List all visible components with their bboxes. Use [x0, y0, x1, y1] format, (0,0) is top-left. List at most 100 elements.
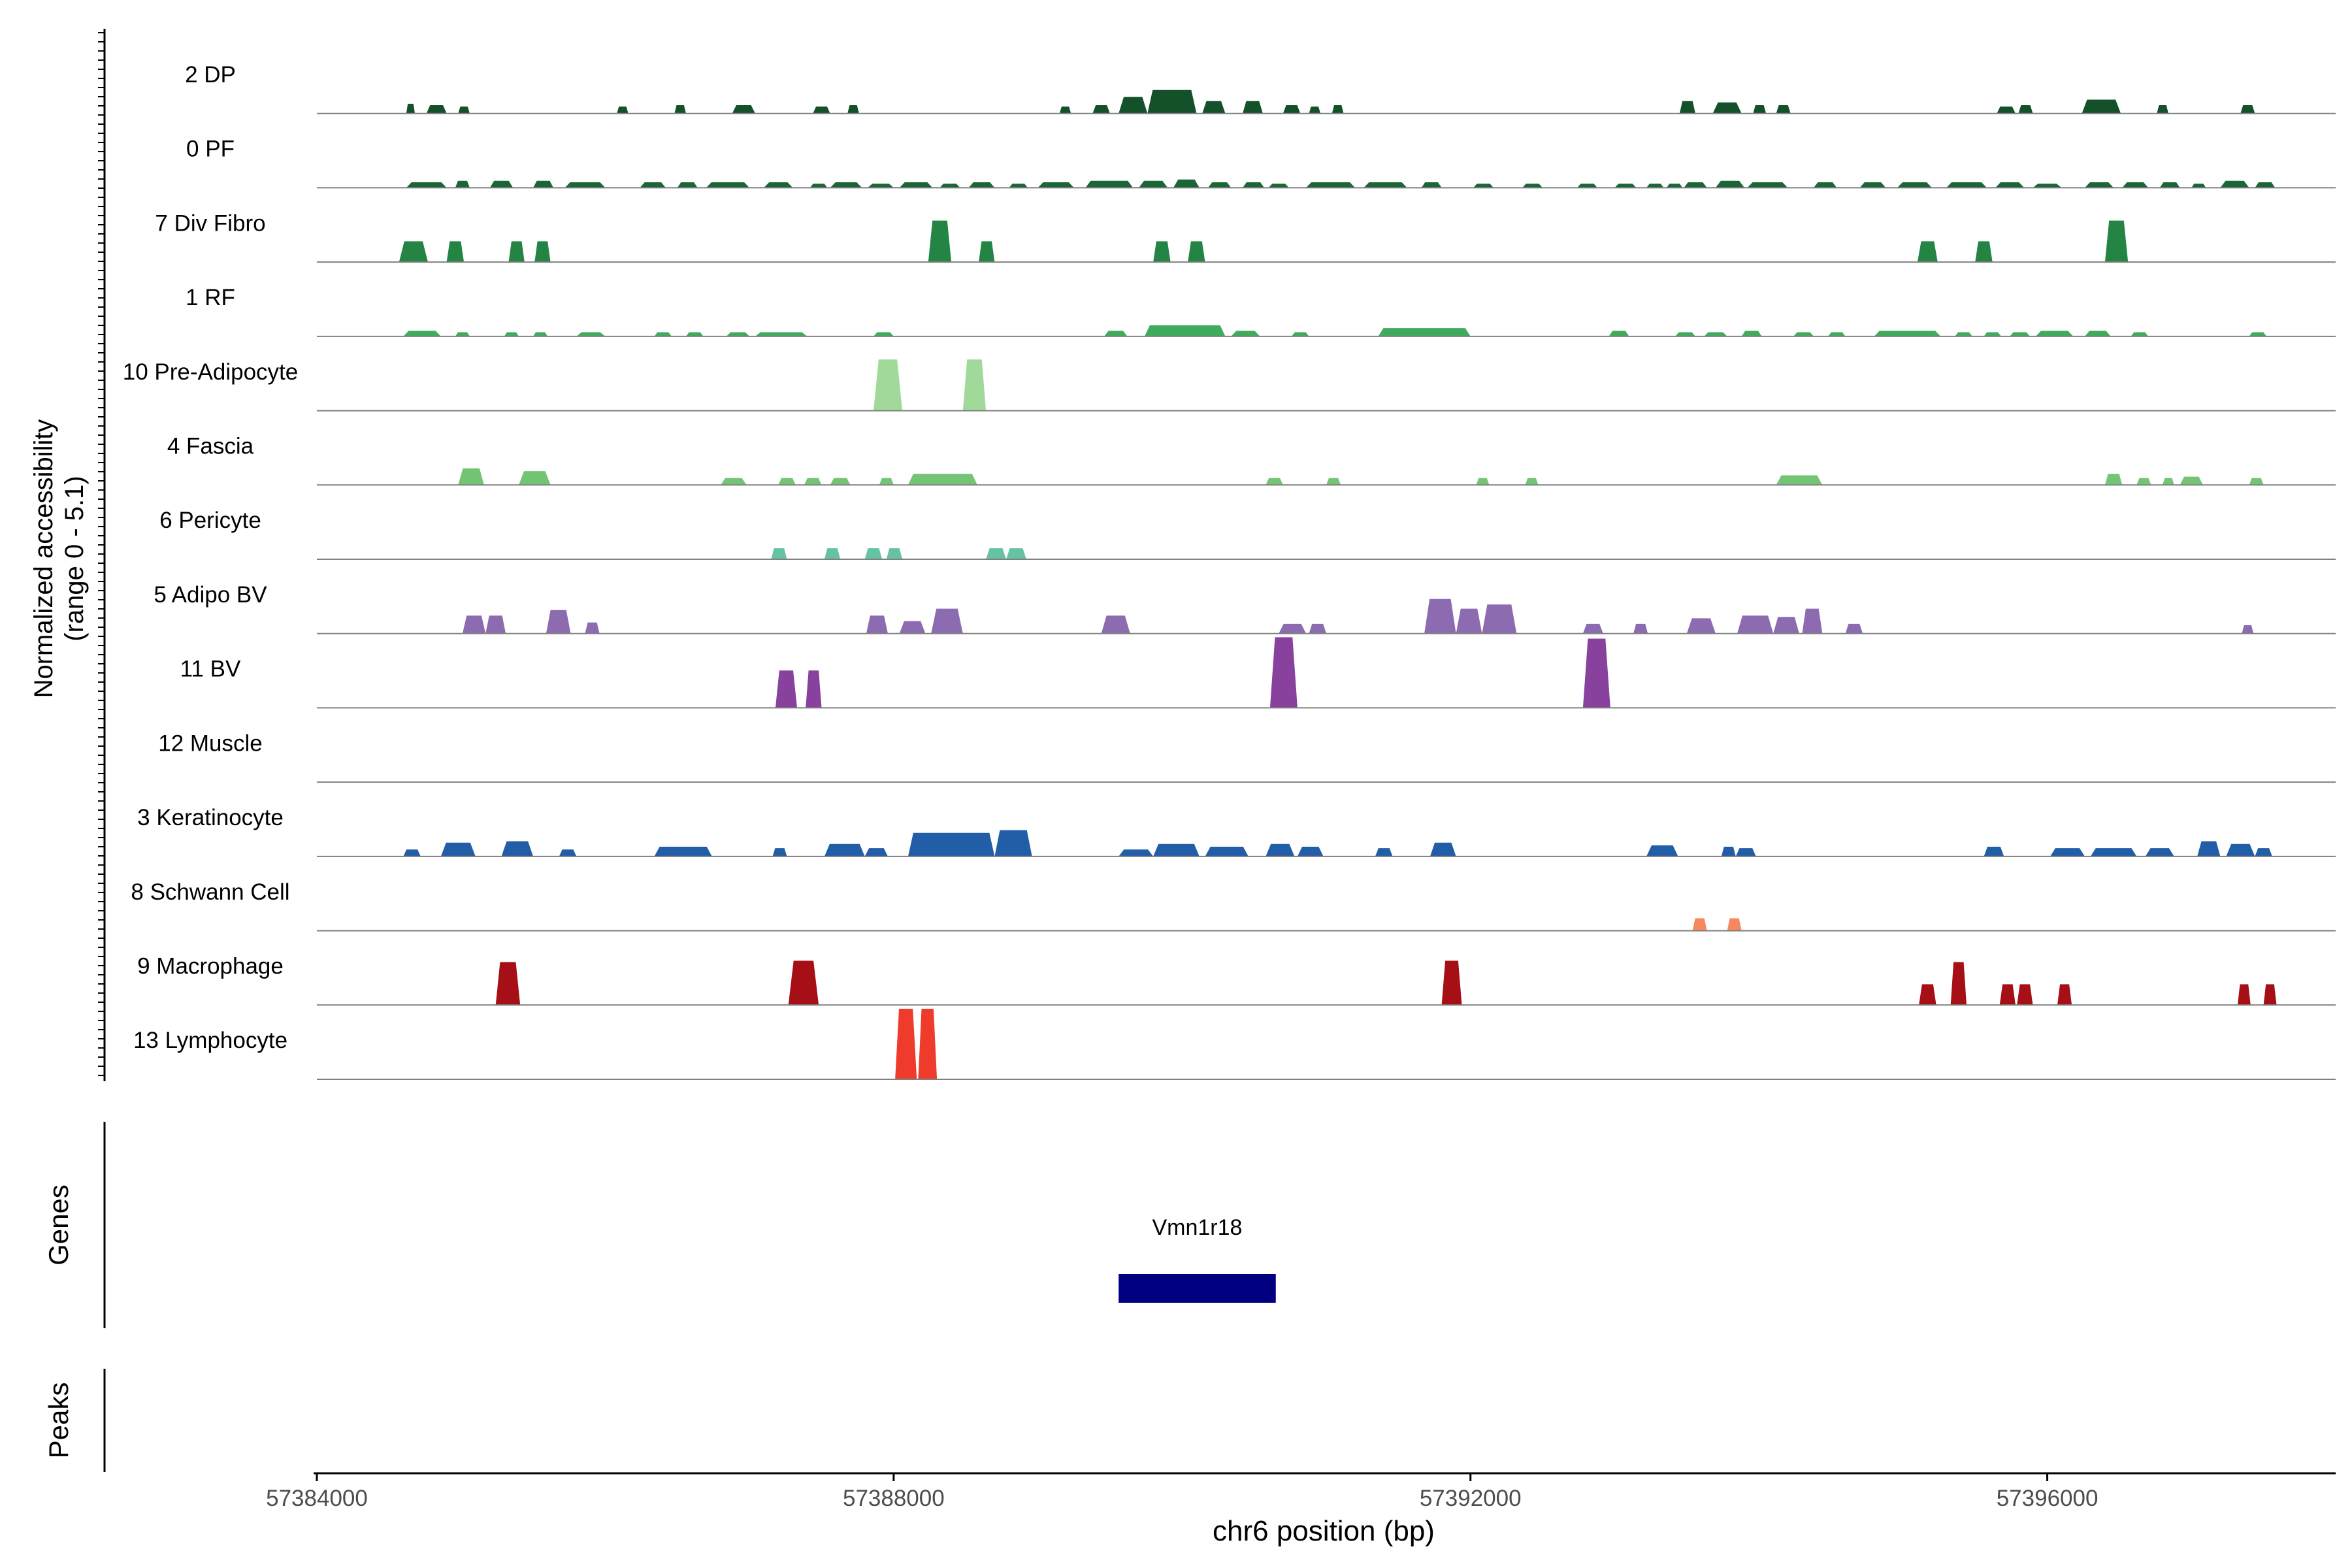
y-axis-label: Normalized accessibility — [29, 419, 58, 698]
accessibility-peak — [2263, 984, 2277, 1005]
track: 10 Pre-Adipocyte — [123, 359, 2336, 412]
accessibility-peak — [2255, 848, 2272, 857]
accessibility-peak — [2226, 843, 2255, 857]
accessibility-peak — [994, 830, 1032, 857]
accessibility-peak — [504, 332, 519, 336]
track: 13 Lymphocyte — [133, 1009, 2336, 1080]
track-label: 8 Schwann Cell — [131, 879, 289, 905]
accessibility-peak — [847, 105, 859, 114]
accessibility-peak — [813, 106, 830, 114]
accessibility-peak — [1231, 331, 1260, 336]
accessibility-peak — [2242, 625, 2254, 634]
accessibility-peak — [1441, 960, 1462, 1005]
accessibility-peak — [1727, 918, 1742, 931]
accessibility-peak — [1614, 184, 1637, 188]
accessibility-peak — [2220, 180, 2249, 188]
accessibility-peak — [1975, 241, 1993, 263]
accessibility-peak — [1202, 101, 1226, 114]
accessibility-peak — [864, 548, 883, 559]
accessibility-peak — [446, 241, 465, 263]
accessibility-peak — [1375, 848, 1393, 857]
accessibility-peak — [1692, 918, 1707, 931]
accessibility-peak — [931, 608, 963, 634]
accessibility-peak — [1609, 331, 1629, 336]
accessibility-peak — [533, 332, 548, 336]
accessibility-peak — [1059, 106, 1071, 114]
accessibility-peak — [1139, 180, 1168, 188]
accessibility-peak — [406, 103, 416, 114]
accessibility-peak — [1917, 241, 1938, 263]
accessibility-peak — [1802, 608, 1823, 634]
accessibility-peak — [771, 548, 787, 559]
accessibility-peak — [1243, 101, 1263, 114]
accessibility-peak — [1243, 182, 1265, 188]
accessibility-peak — [534, 241, 551, 263]
accessibility-peak — [899, 621, 926, 634]
accessibility-peak — [654, 332, 672, 336]
track: 5 Adipo BV — [154, 582, 2336, 634]
accessibility-peak — [2104, 474, 2123, 485]
accessibility-peak — [1741, 331, 1762, 336]
accessibility-peak — [2157, 105, 2168, 114]
accessibility-peak — [726, 332, 750, 336]
accessibility-peak — [2255, 182, 2276, 188]
track-label: 1 RF — [186, 285, 235, 310]
track: 12 Muscle — [158, 730, 2336, 783]
gene-body — [1119, 1274, 1276, 1303]
accessibility-peak — [1814, 182, 1837, 188]
accessibility-peak — [440, 842, 476, 857]
track-label: 2 DP — [185, 62, 236, 88]
peaks-track-label: Peaks — [43, 1382, 74, 1459]
accessibility-peak — [403, 849, 421, 857]
accessibility-peak — [455, 332, 470, 336]
accessibility-peak — [1897, 182, 1932, 188]
accessibility-peak — [1205, 847, 1249, 857]
accessibility-peak — [2057, 984, 2072, 1005]
accessibility-peak — [2033, 184, 2062, 188]
accessibility-peak — [2035, 331, 2074, 336]
accessibility-peak — [1582, 638, 1610, 708]
accessibility-peak — [764, 182, 793, 188]
accessibility-peak — [928, 220, 952, 263]
accessibility-peak — [1269, 637, 1298, 708]
accessibility-peak — [804, 478, 822, 485]
accessibility-peak — [2159, 182, 2180, 188]
accessibility-peak — [788, 960, 819, 1005]
accessibility-peak — [1282, 105, 1301, 114]
accessibility-peak — [519, 471, 551, 485]
accessibility-peak — [879, 478, 894, 485]
accessibility-peak — [775, 670, 797, 708]
accessibility-peak — [403, 331, 441, 336]
track: 2 DP — [185, 62, 2336, 114]
coverage-tracks: 2 DP 0 PF 7 Div Fibro 1 RF 10 Pre-Adipocyte 4… — [123, 62, 2336, 1080]
accessibility-peak — [1364, 182, 1407, 188]
accessibility-peak — [1476, 478, 1490, 485]
accessibility-peak — [830, 182, 862, 188]
accessibility-peak — [1266, 478, 1283, 485]
x-tick-label: 57396000 — [1997, 1486, 2099, 1511]
accessibility-peak — [1421, 182, 1442, 188]
accessibility-peak — [1874, 331, 1941, 336]
track: 6 Pericyte — [159, 508, 2336, 560]
accessibility-peak — [1984, 847, 2004, 857]
accessibility-peak — [576, 332, 606, 336]
x-tick-label: 57392000 — [1420, 1486, 1522, 1511]
track: 11 BV — [180, 637, 2336, 709]
accessibility-peak — [1424, 598, 1456, 634]
track-label: 6 Pericyte — [159, 508, 261, 533]
accessibility-peak — [462, 615, 486, 634]
x-axis-ticks: 57384000 57388000 57392000 57396000 — [266, 1473, 2098, 1511]
accessibility-peak — [1646, 845, 1678, 857]
accessibility-peak — [1577, 184, 1597, 188]
accessibility-peak — [1306, 182, 1356, 188]
accessibility-peak — [918, 1009, 938, 1079]
accessibility-peak — [886, 548, 903, 559]
accessibility-peak — [1266, 843, 1295, 857]
accessibility-peak — [1984, 332, 2001, 336]
gene-annotations: Vmn1r18 — [1119, 1215, 1276, 1303]
y-axis-range-label: (range 0 - 5.1) — [60, 476, 89, 641]
accessibility-peak — [1429, 842, 1456, 857]
accessibility-peak — [1997, 106, 2016, 114]
accessibility-peak — [2180, 476, 2203, 485]
